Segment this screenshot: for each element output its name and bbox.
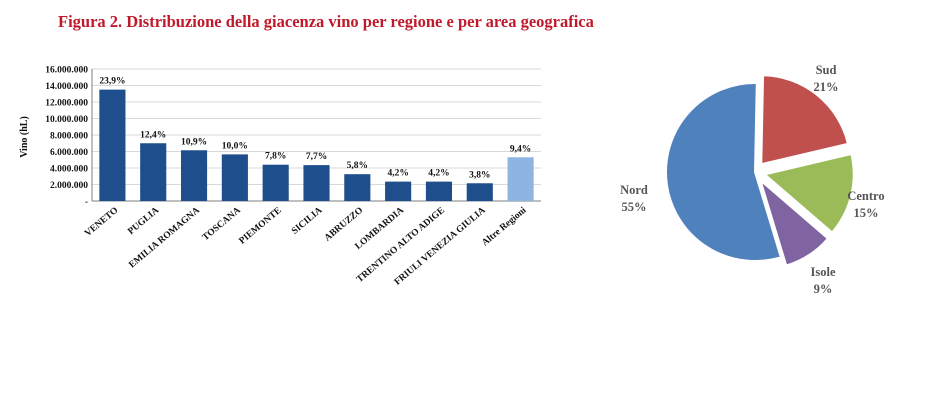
- pie-labels: Sud 21% Centro 15% Isole 9% Nord 55%: [620, 63, 885, 296]
- y-tick-label: 10.000.000: [45, 115, 88, 125]
- bar: [221, 154, 248, 201]
- pie-label-name: Sud: [816, 63, 837, 77]
- pie-slice-centro: [762, 152, 855, 234]
- pie-label-value: 21%: [814, 80, 839, 94]
- bar: [180, 150, 208, 201]
- x-tick-label: Altre Regioni: [480, 205, 528, 248]
- y-tick-label: 2.000.000: [50, 181, 88, 191]
- pie-slices: [665, 74, 855, 267]
- bar: [425, 181, 453, 201]
- bar-value-label: 10,0%: [222, 141, 248, 151]
- pie-label-value: 55%: [622, 200, 647, 214]
- bar-value-label: 10,9%: [181, 137, 207, 147]
- y-tick-label: 6.000.000: [50, 148, 88, 158]
- y-tick-label: 4.000.000: [50, 165, 88, 175]
- y-ticks: - 2.000.000 4.000.000 6.000.000 8.000.000 10.…: [45, 66, 88, 208]
- bar: [466, 183, 493, 201]
- pie-label-value: 15%: [854, 206, 879, 220]
- x-tick-label: PIEMONTE: [238, 206, 284, 247]
- x-tick-label: PUGLIA: [126, 206, 161, 237]
- bar-value-label: 9,4%: [510, 144, 531, 154]
- bar-value-label: 12,4%: [140, 130, 166, 140]
- data-labels: 23,9% 12,4% 10,9% 10,0% 7,8% 7,7% 5,8% 4,2% 4,2%…: [99, 77, 531, 181]
- bar-value-label: 7,7%: [306, 152, 327, 162]
- bar: [385, 181, 412, 201]
- pie-label-name: Centro: [847, 189, 884, 203]
- x-tick-label: SICILIA: [290, 206, 324, 237]
- bar-value-label: 5,8%: [347, 161, 368, 171]
- bar: [262, 164, 289, 201]
- bar-value-label: 23,9%: [99, 77, 125, 87]
- bar-value-label: 3,8%: [469, 170, 490, 180]
- y-tick-label: -: [85, 198, 88, 208]
- x-tick-label: EMILIA ROMAGNA: [127, 206, 202, 271]
- bar: [303, 165, 330, 201]
- y-tick-label: 8.000.000: [50, 132, 88, 142]
- bar-chart: Vino (hL) - 2.000.000 4.000.000 6.000.000 8.…: [19, 66, 541, 288]
- y-tick-label: 16.000.000: [45, 66, 88, 76]
- bar: [140, 143, 167, 201]
- pie-slice-isole: [758, 177, 830, 267]
- figure-title: Figura 2. Distribuzione della giacenza v…: [58, 12, 594, 31]
- pie-label-name: Isole: [811, 265, 836, 279]
- pie-chart: Sud 21% Centro 15% Isole 9% Nord 55%: [620, 63, 885, 296]
- pie-slice-sud: [760, 74, 850, 166]
- x-tick-label: TOSCANA: [201, 206, 243, 243]
- bar: [99, 89, 126, 201]
- pie-label-name: Nord: [620, 183, 648, 197]
- y-tick-label: 14.000.000: [45, 82, 88, 92]
- x-tick-label: ABRUZZO: [323, 206, 365, 244]
- bar: [507, 157, 534, 201]
- y-axis-label: Vino (hL): [19, 116, 30, 158]
- bars: [99, 89, 534, 201]
- bar-value-label: 4,2%: [428, 169, 449, 179]
- bar-value-label: 7,8%: [265, 152, 286, 162]
- bar: [344, 174, 371, 201]
- bar-value-label: 4,2%: [387, 169, 408, 179]
- pie-label-value: 9%: [814, 282, 833, 296]
- y-tick-label: 12.000.000: [45, 99, 88, 109]
- x-tick-label: VENETO: [83, 206, 120, 239]
- pie-slice-nord: [665, 82, 783, 262]
